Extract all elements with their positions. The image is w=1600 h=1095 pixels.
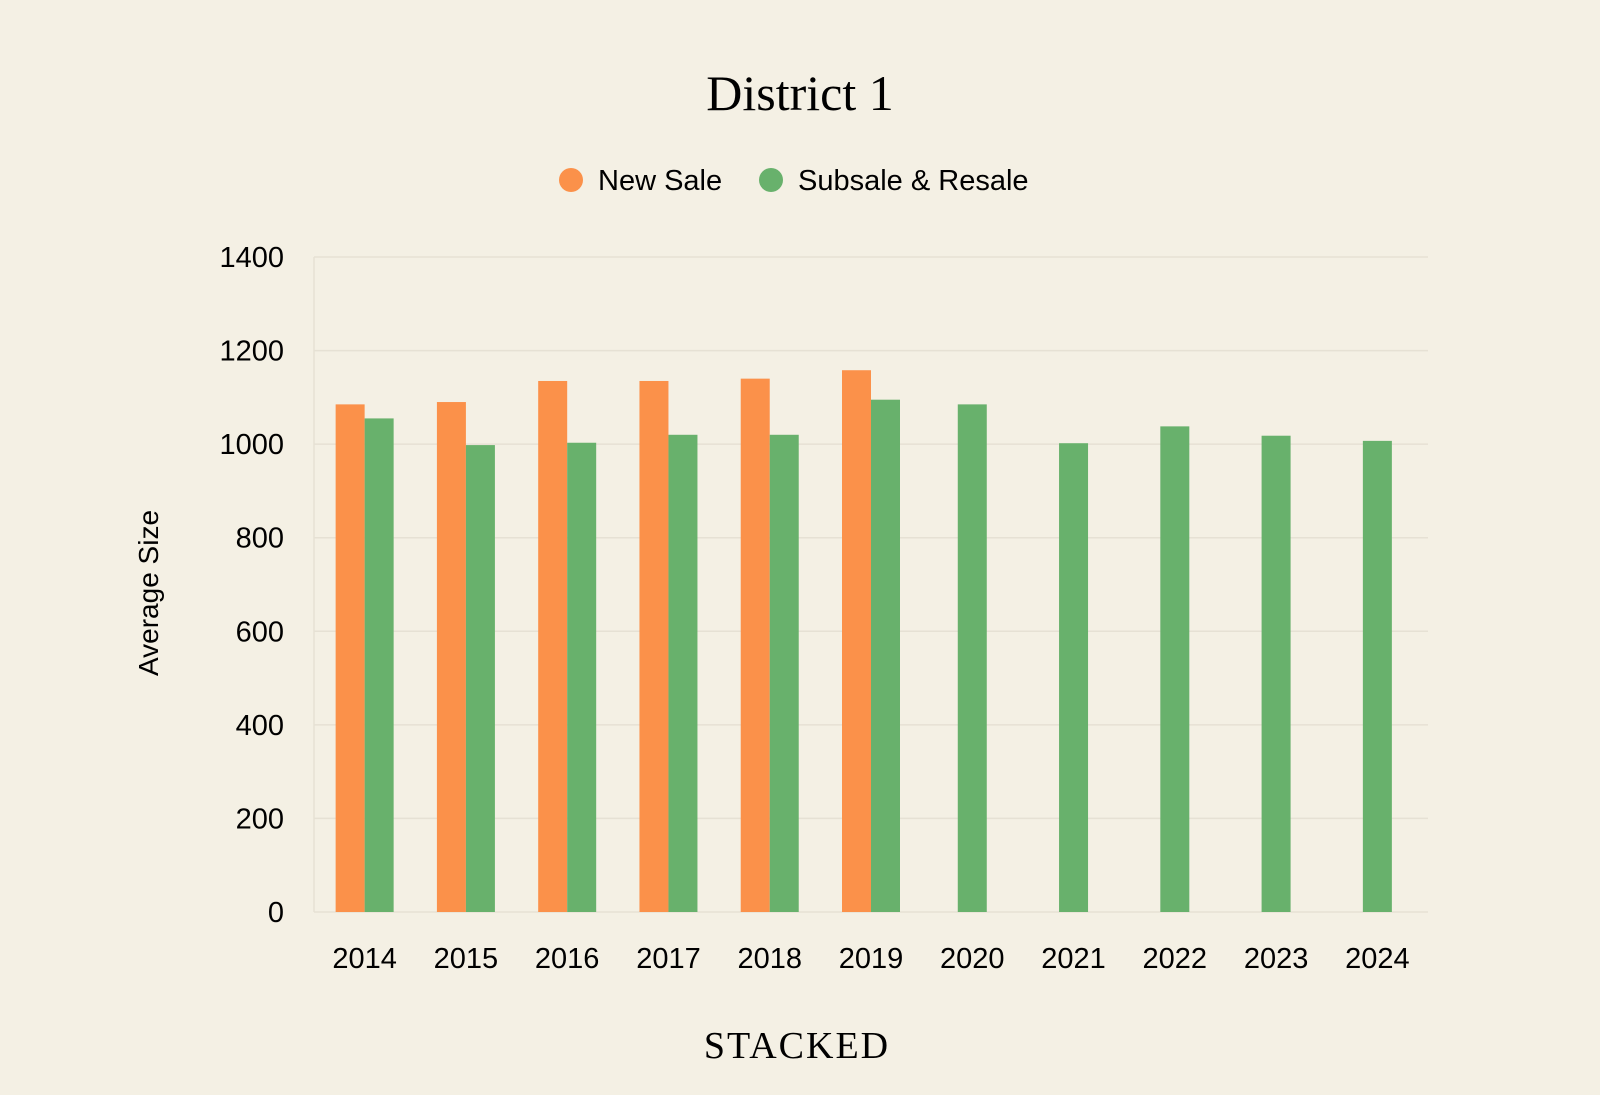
bar-subsale-resale-2024: [1362, 440, 1392, 912]
legend-label-subsale-resale: Subsale & Resale: [798, 165, 1029, 197]
x-tick-label: 2018: [737, 943, 802, 975]
bar-new-sale-2014: [335, 404, 365, 912]
bar-subsale-resale-2015: [465, 445, 495, 912]
bar-new-sale-2019: [842, 370, 871, 912]
y-tick-label: 0: [268, 897, 284, 929]
x-tick-label: 2024: [1345, 943, 1410, 975]
bar-subsale-resale-2022: [1160, 426, 1190, 912]
chart-title: District 1: [706, 65, 893, 121]
legend-label-new-sale: New Sale: [598, 165, 722, 197]
legend-marker-subsale-resale: [759, 168, 783, 192]
x-axis: 2014 2015 2016 2017 2018 2019 2020 2021 2022 2023…: [332, 943, 1409, 975]
x-tick-label: 2014: [332, 943, 397, 975]
y-axis-label: Average Size: [133, 510, 164, 676]
bar-subsale-resale-2019: [871, 399, 900, 913]
y-tick-label: 1400: [219, 242, 284, 274]
x-tick-label: 2019: [839, 943, 904, 975]
bar-subsale-resale-2017: [668, 434, 698, 912]
y-tick-label: 1200: [219, 336, 284, 368]
bar-new-sale-2018: [740, 378, 770, 913]
x-tick-label: 2022: [1143, 943, 1208, 975]
bar-subsale-resale-2021: [1059, 443, 1089, 912]
x-tick-label: 2020: [940, 943, 1005, 975]
x-tick-label: 2015: [434, 943, 499, 975]
legend-marker-new-sale: [559, 168, 583, 192]
x-tick-label: 2017: [636, 943, 701, 975]
bar-subsale-resale-2023: [1261, 435, 1291, 912]
y-axis: 0 200 400 600 800 1000 1200 1400: [219, 242, 284, 929]
bar-subsale-resale-2020: [957, 404, 987, 912]
y-tick-label: 800: [236, 523, 284, 555]
y-tick-label: 400: [236, 710, 284, 742]
legend: New Sale Subsale & Resale: [559, 165, 1029, 197]
bar-subsale-resale-2014: [364, 418, 394, 912]
x-tick-label: 2016: [535, 943, 600, 975]
x-tick-label: 2023: [1244, 943, 1309, 975]
bar-new-sale-2016: [538, 380, 568, 912]
bar-new-sale-2017: [639, 380, 669, 912]
bar-subsale-resale-2016: [567, 442, 597, 912]
bar-new-sale-2015: [436, 402, 466, 912]
brand-logo: STACKED: [704, 1025, 890, 1067]
bars: [335, 370, 1392, 913]
bar-subsale-resale-2018: [769, 434, 799, 912]
y-tick-label: 600: [236, 616, 284, 648]
x-tick-label: 2021: [1041, 943, 1106, 975]
y-tick-label: 200: [236, 803, 284, 835]
y-tick-label: 1000: [219, 429, 284, 461]
